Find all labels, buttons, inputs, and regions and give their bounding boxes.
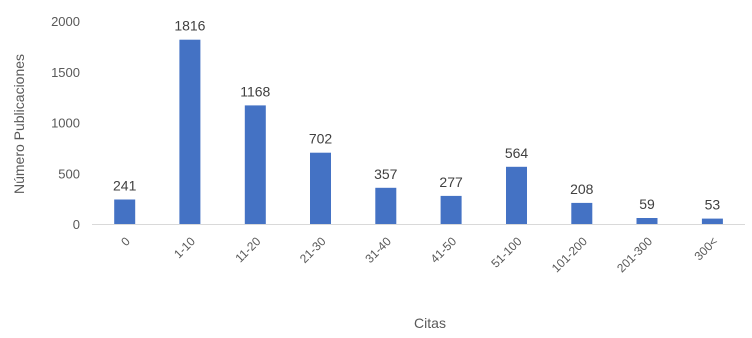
- data-label: 357: [374, 166, 398, 182]
- y-axis-title: Número Publicaciones: [11, 54, 27, 194]
- x-tick-label: 201-300: [614, 234, 655, 275]
- bar: [310, 152, 331, 224]
- y-axis-ticks: 0 500 1000 1500 2000: [51, 14, 80, 232]
- y-tick-label: 1500: [51, 65, 80, 80]
- data-label: 208: [570, 181, 594, 197]
- bar: [701, 218, 723, 224]
- x-tick-label: 11-20: [232, 234, 263, 265]
- data-label: 702: [309, 131, 333, 147]
- x-tick-label: 1-10: [171, 234, 198, 261]
- y-axis-title-group: Número Publicaciones: [11, 54, 27, 194]
- x-tick-label: 101-200: [549, 234, 590, 275]
- x-axis-title: Citas: [414, 315, 446, 331]
- bar: [440, 195, 462, 224]
- bars: [114, 39, 723, 225]
- x-axis-ticks: 0 1-10 11-20 21-30 31-40 41-50 51-100 101-200 20…: [118, 234, 720, 275]
- y-tick-label: 0: [73, 217, 80, 232]
- data-label: 59: [639, 196, 655, 212]
- data-label: 1168: [240, 83, 270, 99]
- y-tick-label: 2000: [51, 14, 80, 29]
- x-tick-label: 51-100: [488, 234, 525, 271]
- data-labels: 241 1816 1168 702 357 277 564 208 59 53: [113, 18, 720, 213]
- x-tick-label: 31-40: [362, 234, 394, 266]
- bar: [506, 166, 527, 224]
- data-label: 277: [439, 174, 463, 190]
- x-tick-label: 21-30: [297, 234, 329, 266]
- data-label: 1816: [174, 18, 205, 34]
- data-label: 53: [705, 197, 721, 213]
- bar: [244, 105, 266, 224]
- bar: [114, 199, 136, 224]
- bar: [179, 39, 201, 225]
- data-label: 241: [113, 178, 137, 194]
- bar: [571, 202, 593, 224]
- data-label: 564: [505, 145, 529, 161]
- y-tick-label: 500: [58, 166, 80, 181]
- bar: [375, 187, 397, 224]
- bar: [636, 218, 658, 224]
- x-tick-label: 300<: [692, 234, 721, 263]
- x-tick-label: 0: [118, 234, 133, 249]
- x-tick-label: 41-50: [428, 234, 460, 266]
- y-tick-label: 1000: [51, 116, 80, 131]
